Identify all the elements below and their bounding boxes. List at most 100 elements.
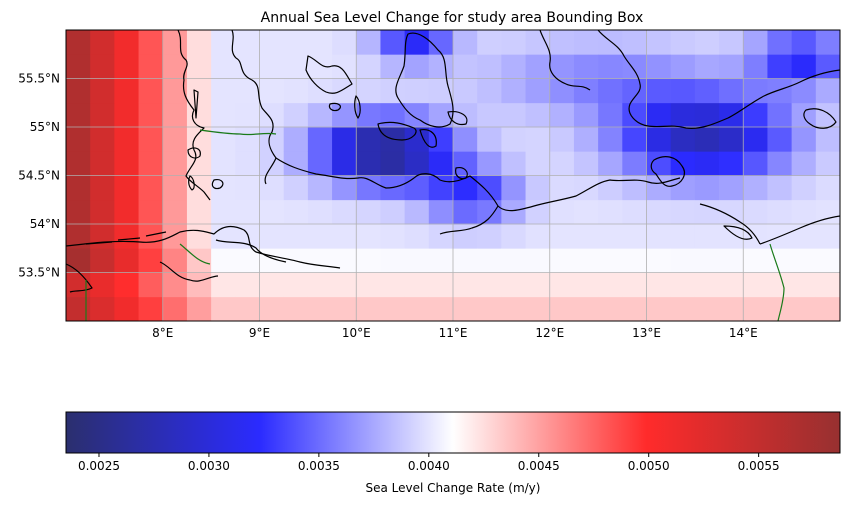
heatmap-cell [211, 151, 236, 176]
heatmap-cell [791, 199, 817, 225]
coastline-weser [159, 261, 219, 282]
heatmap-cell [767, 127, 793, 152]
map-plot-area[interactable] [66, 30, 840, 321]
heatmap-cell [694, 54, 720, 79]
heatmap-cell [646, 199, 672, 225]
heatmap-cell [791, 30, 817, 55]
heatmap-cell [670, 30, 696, 55]
lon-tick-label: 10°E [342, 326, 371, 340]
coastline-island-amrum [188, 175, 195, 191]
heatmap-cell [66, 175, 91, 201]
heatmap-cell [646, 224, 672, 249]
heatmap-cell [162, 296, 188, 321]
heatmap-cell [211, 102, 236, 128]
heatmap-cell [404, 54, 430, 79]
heatmap-cell [307, 248, 333, 273]
heatmap-cell [622, 248, 647, 273]
heatmap-cell [622, 272, 647, 298]
sea-level-heatmap [66, 30, 840, 321]
heatmap-cell [622, 54, 647, 79]
heatmap-cell [549, 127, 575, 152]
coastline-elbe [215, 239, 287, 263]
heatmap-cell [477, 127, 502, 152]
heatmap-cell [767, 78, 793, 104]
heatmap-cell [186, 199, 212, 225]
heatmap-cell [622, 224, 647, 249]
heatmap-cell [332, 248, 357, 273]
heatmap-cell [694, 175, 720, 201]
heatmap-cell [646, 127, 672, 152]
heatmap-cell [138, 175, 164, 201]
heatmap-cell [598, 272, 623, 298]
coastline-jutland-west [177, 30, 211, 201]
coastline-rugen [650, 156, 685, 187]
heatmap-cell [356, 127, 381, 152]
heatmap-cell [453, 199, 478, 225]
heatmap-cell [259, 175, 285, 201]
heatmap-cell [573, 199, 599, 225]
coastline-wismar-bay [439, 205, 499, 235]
heatmap-cell [235, 151, 260, 176]
border-denmark-germany [199, 129, 277, 136]
heatmap-cell [428, 296, 454, 321]
heatmap-cell [598, 151, 623, 176]
heatmap-cell [622, 78, 647, 104]
heatmap-cell [235, 30, 260, 55]
lon-tick-label: 9°E [249, 326, 270, 340]
heatmap-cell [404, 272, 430, 298]
heatmap-cell [90, 151, 115, 176]
coastline-usedom [699, 203, 761, 245]
coastline-island-pellworm [211, 179, 224, 190]
heatmap-cell [283, 151, 309, 176]
heatmap-cell [477, 78, 502, 104]
heatmap-cell [501, 199, 526, 225]
heatmap-cell [332, 127, 357, 152]
heatmap-cell [138, 248, 164, 273]
lat-tick-label: 54°N [30, 217, 60, 231]
heatmap-cell [186, 78, 212, 104]
heatmap-cell [138, 199, 164, 225]
heatmap-cell [791, 54, 817, 79]
heatmap-cell [211, 30, 236, 55]
heatmap-cell [259, 199, 285, 225]
heatmap-cell [791, 127, 817, 152]
heatmap-cell [404, 175, 430, 201]
heatmap-cell [428, 248, 454, 273]
heatmap-cell [235, 54, 260, 79]
heatmap-cell [332, 272, 357, 298]
heatmap-cell [259, 54, 285, 79]
heatmap-cell [573, 78, 599, 104]
heatmap-cell [598, 102, 623, 128]
heatmap-cell [501, 102, 526, 128]
heatmap-cell [453, 54, 478, 79]
heatmap-cell [525, 151, 551, 176]
colorbar-tick-label: 0.0025 [78, 459, 120, 473]
heatmap-cell [428, 151, 454, 176]
heatmap-cell [90, 272, 115, 298]
heatmap-cell [719, 78, 744, 104]
coastline-sweden-west [597, 30, 840, 129]
heatmap-cell [211, 54, 236, 79]
coastline-east-frisian-islands [85, 231, 167, 245]
map-title: Annual Sea Level Change for study area B… [261, 10, 644, 26]
heatmap-cell [694, 127, 720, 152]
heatmap-cell [259, 30, 285, 55]
heatmap-cell [501, 272, 526, 298]
heatmap-cell [307, 272, 333, 298]
heatmap-cell [477, 102, 502, 128]
heatmap-cell [307, 151, 333, 176]
colorbar-ticks: 0.0025 0.0030 0.0035 0.0040 0.0045 0.0050 0.00… [78, 453, 780, 473]
heatmap-cell [114, 175, 139, 201]
heatmap-cell [743, 30, 768, 55]
heatmap-cell [283, 102, 309, 128]
heatmap-cell [549, 296, 575, 321]
map-frame [65, 29, 841, 322]
heatmap-cell [453, 296, 478, 321]
heatmap-cell [380, 272, 406, 298]
heatmap-cell [622, 151, 647, 176]
heatmap-cell [525, 54, 551, 79]
lon-tick-label: 13°E [632, 326, 661, 340]
heatmap-cell [743, 127, 768, 152]
heatmap-cell [453, 78, 478, 104]
